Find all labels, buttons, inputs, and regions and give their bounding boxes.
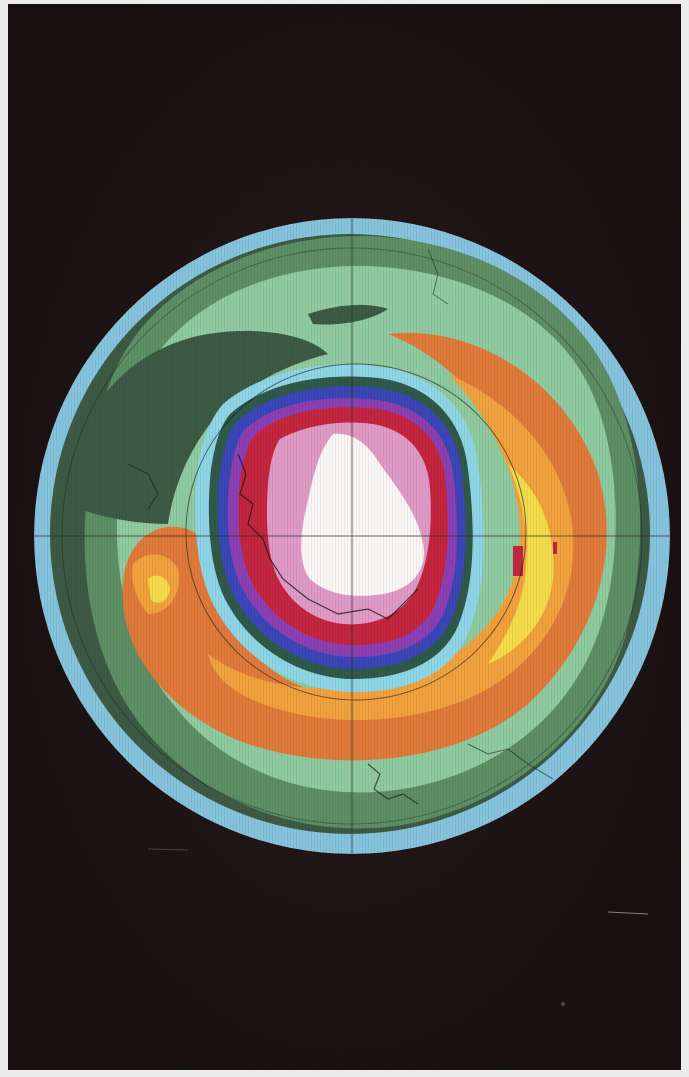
speck: [147, 848, 189, 851]
red-mark: [513, 546, 523, 576]
yellow-patch: [148, 575, 170, 603]
orange-crescent: [122, 332, 607, 761]
photo: [8, 4, 681, 1070]
coastline: [127, 463, 159, 510]
amber-band: [208, 374, 574, 721]
rim-patch: [628, 404, 663, 504]
speck: [607, 911, 649, 915]
ozone-globe-image: [8, 4, 681, 1070]
dark-green-region: [68, 330, 328, 524]
coastline: [367, 763, 419, 805]
coastline: [467, 743, 554, 780]
red-mark: [553, 542, 557, 554]
white-core: [301, 433, 424, 596]
coastline: [237, 453, 419, 620]
globe: [34, 218, 670, 854]
dark-green-patch: [308, 304, 388, 325]
yellow-band: [488, 464, 554, 664]
rim-patch: [478, 254, 543, 289]
coastline: [427, 248, 449, 305]
latitude-circle: [185, 363, 527, 701]
speck: [561, 1002, 565, 1006]
